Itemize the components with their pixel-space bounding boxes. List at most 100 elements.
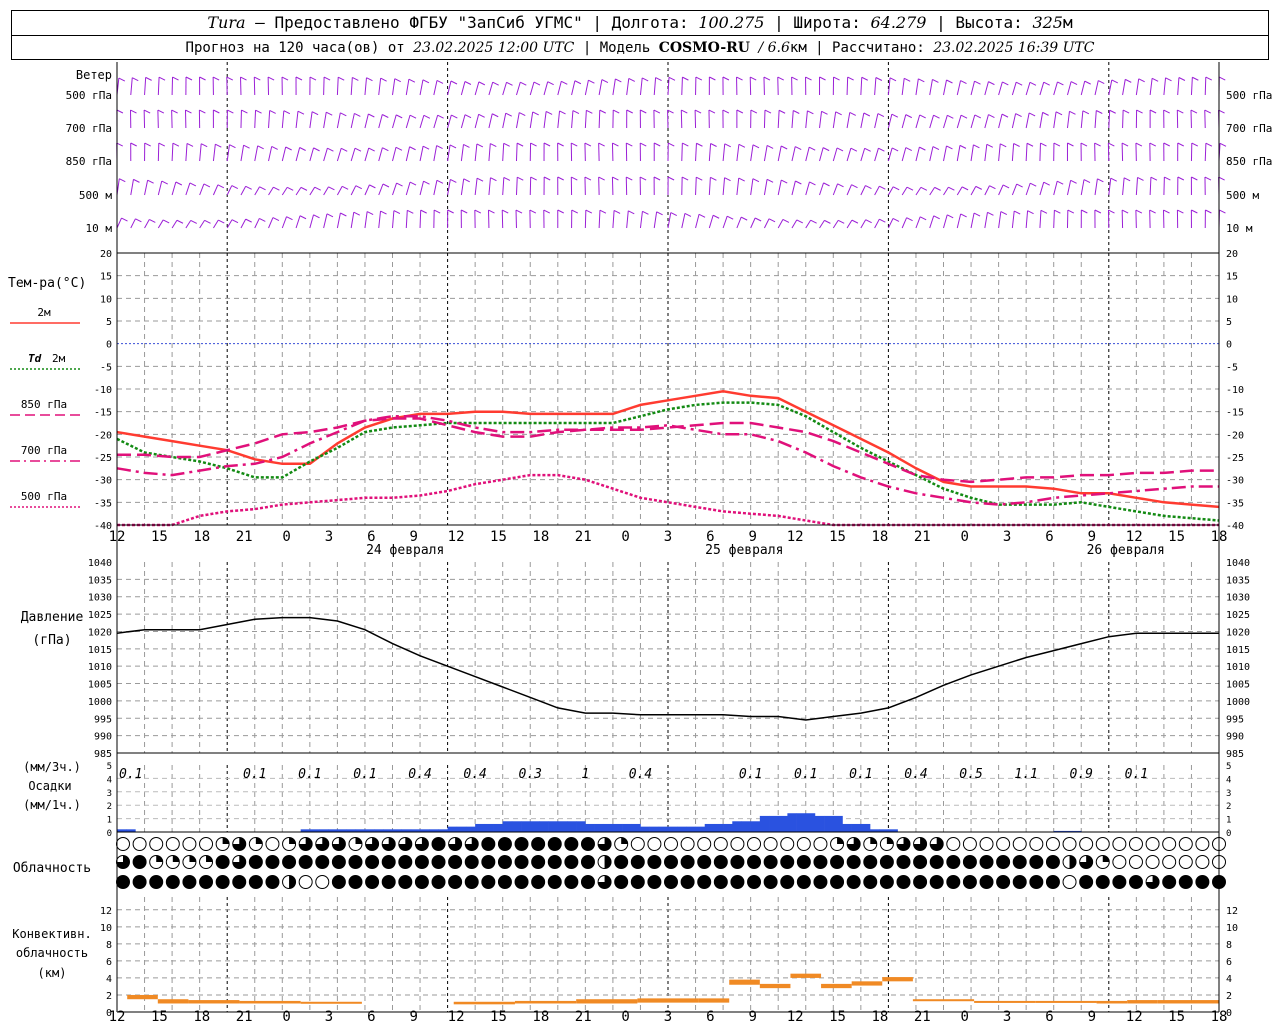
cloud-symbol bbox=[1062, 855, 1077, 869]
cloud-fill-full bbox=[1013, 875, 1027, 889]
cloud-symbol bbox=[647, 875, 662, 889]
cloud-fill-full bbox=[531, 855, 545, 869]
legend-label: 2м bbox=[52, 352, 66, 365]
precip-bar bbox=[759, 815, 770, 832]
cloud-symbol bbox=[348, 855, 363, 869]
cloud-symbol bbox=[298, 837, 313, 851]
wind-barb bbox=[515, 112, 520, 129]
wind-barb-feather bbox=[158, 76, 166, 81]
wind-barb-feather bbox=[245, 218, 252, 223]
pressure-tick-label: 1025 bbox=[1226, 610, 1250, 621]
cloud-fill-full bbox=[415, 855, 429, 869]
cloud-circle bbox=[680, 837, 695, 851]
wind-barb bbox=[1053, 181, 1058, 196]
wind-barb-feather bbox=[668, 76, 676, 81]
conv-tick-label: 0 bbox=[1226, 1008, 1232, 1019]
wind-barb bbox=[323, 186, 329, 196]
cloud-symbol bbox=[796, 875, 811, 889]
cloud-fill-full bbox=[315, 855, 329, 869]
cloud-symbol bbox=[116, 875, 130, 889]
wind-barb-feather bbox=[1121, 142, 1129, 147]
wind-barb-feather bbox=[694, 109, 702, 114]
precip-bar bbox=[640, 826, 650, 832]
precip-tick-label: 5 bbox=[1226, 762, 1231, 772]
wind-barb bbox=[419, 79, 424, 96]
wind-barb bbox=[846, 77, 849, 96]
cloud-symbol bbox=[1162, 855, 1177, 869]
wind-barb-feather bbox=[919, 146, 926, 151]
wind-barb-feather bbox=[905, 147, 913, 152]
cloud-symbol bbox=[664, 837, 678, 851]
cloud-symbol bbox=[1178, 875, 1193, 889]
wind-barb bbox=[240, 145, 245, 162]
wind-barb-feather bbox=[309, 76, 317, 81]
cloud-circle bbox=[946, 837, 961, 851]
wind-barb-feather bbox=[478, 113, 485, 118]
wind-barb-feather bbox=[259, 217, 266, 222]
precip-bar bbox=[778, 815, 788, 832]
cloud-symbol bbox=[1012, 837, 1027, 851]
cloud-symbol bbox=[763, 875, 778, 889]
wind-barb-feather bbox=[382, 147, 389, 152]
cloud-circle bbox=[165, 837, 180, 851]
cloud-symbol bbox=[315, 837, 330, 851]
wind-barb-feather bbox=[653, 109, 661, 114]
cloud-fill-full bbox=[564, 855, 578, 869]
wind-barb bbox=[405, 181, 411, 196]
wind-barb-feather bbox=[1110, 177, 1117, 182]
wind-barb-feather bbox=[340, 147, 348, 152]
temp-tick-label: 15 bbox=[100, 272, 112, 283]
precip-amount-label: 0.1 bbox=[243, 767, 266, 782]
temp-tick-label: 20 bbox=[100, 249, 112, 260]
cloud-fill-full bbox=[747, 875, 761, 889]
precip-bar bbox=[658, 826, 669, 832]
pressure-tick-label: 995 bbox=[1226, 714, 1244, 725]
wind-barb-feather bbox=[946, 145, 953, 150]
precip-tick-label: 3 bbox=[1226, 789, 1231, 799]
wind-barb bbox=[212, 184, 219, 196]
provider: Предоставлено ФГБУ "ЗапСиб УГМС" bbox=[274, 13, 583, 32]
cloud-symbol bbox=[830, 837, 845, 851]
cloud-fill-full bbox=[1046, 875, 1060, 889]
wind-barb-feather bbox=[1123, 177, 1131, 182]
wind-barb-feather bbox=[204, 219, 211, 224]
wind-barb-feather bbox=[272, 217, 280, 222]
hour-tick-label: 21 bbox=[914, 1009, 931, 1024]
wind-barb bbox=[1039, 82, 1045, 96]
cloud-symbol bbox=[1045, 837, 1060, 851]
hour-tick-label: 18 bbox=[871, 1009, 888, 1024]
precip-tick-label: 0 bbox=[107, 829, 112, 839]
wind-barb-feather bbox=[423, 114, 431, 119]
wind-barb-feather bbox=[837, 219, 845, 224]
wind-barb bbox=[777, 180, 782, 196]
wind-barb bbox=[915, 187, 922, 196]
wind-barb-feather bbox=[586, 109, 593, 114]
wind-barb-feather bbox=[175, 181, 183, 186]
precip-tick-label: 4 bbox=[1226, 775, 1231, 785]
cloud-symbol bbox=[813, 875, 828, 889]
convective-cloud-panel: Конвективн. облачность (км) bbox=[12, 927, 1219, 1005]
cloud-fill-full bbox=[498, 875, 512, 889]
wind-barb-feather bbox=[476, 143, 484, 148]
wind-barb bbox=[529, 111, 534, 129]
pressure-tick-label: 990 bbox=[1226, 732, 1244, 743]
temp-tick-label: -20 bbox=[1226, 430, 1244, 441]
cloud-circle bbox=[1145, 855, 1160, 869]
wind-barb-feather bbox=[395, 146, 403, 151]
wind-barb bbox=[378, 147, 383, 162]
precip-amount-label: 0.4 bbox=[904, 767, 927, 782]
precip-amount-label: 0.3 bbox=[519, 767, 542, 782]
wind-barb-feather bbox=[724, 143, 731, 148]
precip-bar bbox=[713, 823, 724, 832]
wind-barb bbox=[185, 182, 191, 196]
wind-barb-feather bbox=[300, 186, 308, 191]
cloud-fill-full bbox=[415, 875, 429, 889]
model-name: COSMO-RU bbox=[658, 40, 751, 56]
cloud-symbol bbox=[630, 875, 645, 889]
wind-barb-feather bbox=[1151, 77, 1159, 82]
wind-barb-feather bbox=[1096, 110, 1103, 114]
wind-barb bbox=[915, 114, 921, 129]
wind-barb bbox=[419, 146, 424, 162]
cloud-fill-full bbox=[1129, 875, 1143, 889]
wind-barb-feather bbox=[667, 109, 674, 114]
